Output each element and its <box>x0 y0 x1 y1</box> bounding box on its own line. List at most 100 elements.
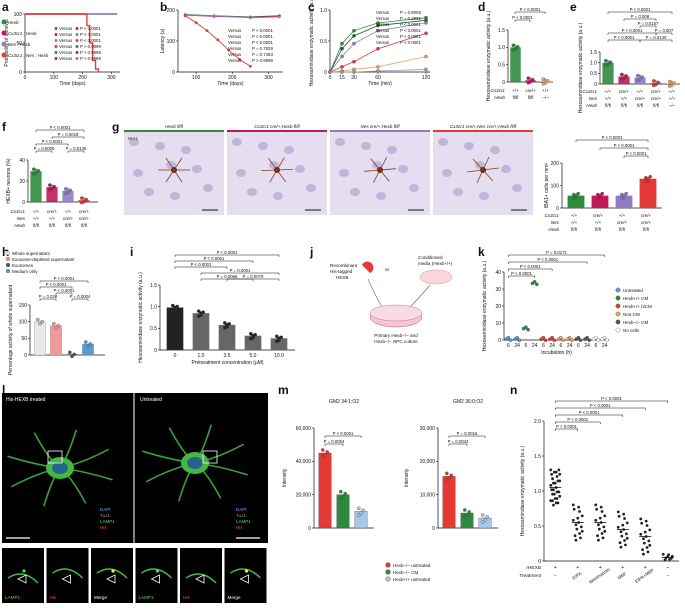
significance-bracket <box>639 25 657 28</box>
genotype-cell: fl/fl <box>619 227 625 232</box>
nucleus <box>181 146 191 154</box>
x-tick-label: 15 <box>339 75 345 81</box>
legend-marker <box>5 250 11 256</box>
legend-entry: Non-CM <box>623 312 640 317</box>
p-value: P = 0.0006 <box>34 146 55 151</box>
data-point <box>574 538 578 542</box>
data-point <box>449 473 453 478</box>
nucleus <box>144 188 154 196</box>
data-point <box>641 548 644 552</box>
data-point <box>171 303 175 308</box>
bar <box>591 195 609 208</box>
data-point <box>223 326 227 330</box>
microglia-process <box>372 169 381 183</box>
data-point <box>424 31 428 35</box>
bar <box>639 178 657 208</box>
arrow <box>409 284 431 308</box>
stat-versus: Versus <box>59 38 72 43</box>
scatter-chart-n: 0 0.5 1.0 1.5 2.0 Hexosaminidase enzymatic ac… <box>519 396 679 585</box>
data-point <box>652 79 656 83</box>
data-point <box>558 472 562 476</box>
stat-pvalue: P < 0.0001 <box>252 40 273 45</box>
data-point <box>56 323 60 328</box>
data-point <box>578 338 583 342</box>
significance-bracket <box>35 150 53 153</box>
data-point <box>597 527 601 531</box>
data-point <box>672 81 676 85</box>
x-tick-label: 300 <box>264 75 273 81</box>
data-point <box>602 335 607 340</box>
genotype-cell: +/+ <box>605 89 612 94</box>
y-tick-label: 20,000 <box>420 459 436 465</box>
genotype-cell: cre/+ <box>525 88 536 93</box>
legend-marker <box>1 41 7 47</box>
rhexb-cell: + <box>644 565 647 571</box>
genotype-row-label: Cx3cr1 <box>582 89 597 94</box>
survival-chart: 0 50 100 Probability of survival 0 100 200 300 T… <box>1 12 120 87</box>
data-point <box>594 518 598 522</box>
data-point <box>227 48 231 52</box>
data-point <box>636 78 640 82</box>
data-point <box>619 545 623 549</box>
genotype-cell: fl/fl <box>33 223 39 228</box>
inset-neurite <box>141 568 173 579</box>
genotype-cell: fl/fl <box>653 103 659 108</box>
data-point <box>321 448 325 452</box>
nucleus <box>232 138 242 146</box>
legend-entry: Hexb−/− CM <box>623 320 649 325</box>
genotype-cell: –/– <box>542 95 549 100</box>
rhexb-cell: + <box>576 565 579 571</box>
genotype-cell: +/+ <box>65 209 72 214</box>
data-point <box>52 321 56 326</box>
stat-versus: Versus <box>376 28 389 33</box>
data-point <box>485 515 489 519</box>
data-point <box>225 323 229 327</box>
data-point <box>171 308 175 313</box>
data-point <box>72 352 76 357</box>
significance-bracket <box>324 435 362 438</box>
scatter-chart-k: 0 10 20 30 40 Hexosaminidase enzymatic activi… <box>482 250 652 356</box>
nucleus <box>273 192 283 200</box>
latency-line <box>185 14 280 19</box>
genotype-cell: +/+ <box>619 213 626 218</box>
legend-entry: Exosome-depleted supernatant <box>12 257 75 262</box>
data-point <box>526 81 531 85</box>
microglia-process <box>276 169 286 183</box>
legend-entry: Hexb−/− untreated <box>393 563 431 568</box>
channel-label: LAMP1 <box>100 519 115 524</box>
significance-bracket <box>174 266 228 269</box>
genotype-cell: cre/+ <box>635 96 646 101</box>
data-point <box>526 327 530 332</box>
data-point <box>645 524 649 527</box>
data-point <box>339 489 343 494</box>
data-point <box>623 517 626 520</box>
y-axis-label: Probability of survival <box>4 19 10 66</box>
p-value: P < 0.0001 <box>204 256 225 261</box>
x-tick-label: 24 <box>514 343 520 349</box>
data-point <box>621 523 625 527</box>
data-point <box>622 193 626 198</box>
x-tick-label: 24 <box>567 343 573 349</box>
data-point <box>249 331 253 336</box>
stat-pvalue: P > 0.9999 <box>80 50 101 55</box>
significance-bracket <box>508 275 535 278</box>
p-value: P < 0.0001 <box>602 135 623 140</box>
genotype-row-label: Cx3cr1 <box>10 209 25 214</box>
p-value: P < 0.0001 <box>626 151 647 156</box>
data-point <box>424 21 428 25</box>
data-point <box>557 468 561 472</box>
data-point <box>376 65 380 69</box>
genotype-cell: +/+ <box>595 220 602 225</box>
x-tick-label: 5.0 <box>250 353 257 359</box>
stat-marker <box>54 51 58 54</box>
inset-image <box>91 548 133 603</box>
stat-versus: Versus <box>376 34 389 39</box>
survival-line <box>25 13 100 72</box>
bar <box>442 476 456 529</box>
p-value: P = 0.038 <box>39 294 58 299</box>
significance-bracket <box>599 147 649 150</box>
data-point <box>205 29 209 33</box>
x-tick-label: 0 <box>329 75 332 81</box>
y-tick-label: 0.5 <box>590 71 597 77</box>
nucleus <box>361 142 371 150</box>
